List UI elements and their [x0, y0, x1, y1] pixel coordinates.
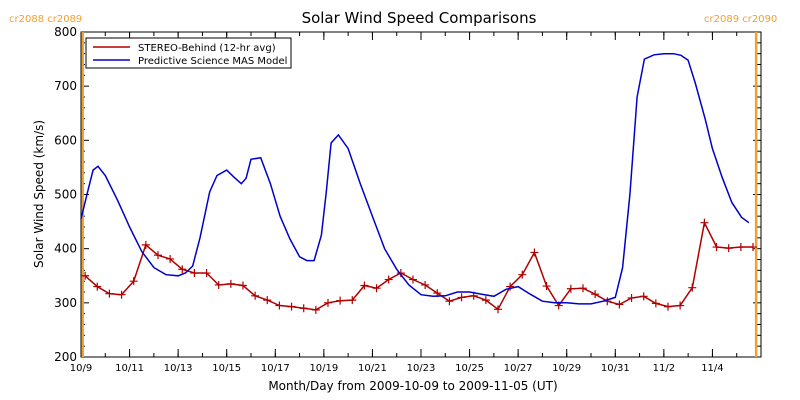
data-point	[384, 275, 393, 284]
data-point	[748, 243, 757, 252]
data-point	[105, 289, 114, 298]
data-point	[360, 281, 369, 290]
data-point	[506, 282, 515, 291]
series-line-0	[84, 220, 753, 311]
legend-label-model: Predictive Science MAS Model	[138, 56, 287, 67]
data-point	[372, 284, 381, 293]
data-point	[129, 277, 138, 286]
data-point	[238, 281, 247, 290]
x-axis-label: Month/Day from 2009-10-09 to 2009-11-05 …	[268, 379, 557, 393]
data-point	[700, 218, 709, 227]
data-point	[530, 248, 539, 257]
y-tick-label: 300	[54, 296, 77, 310]
y-tick-label: 800	[54, 25, 77, 39]
data-point	[421, 280, 430, 289]
data-point	[457, 293, 466, 302]
data-point	[688, 283, 697, 292]
data-point	[287, 302, 296, 311]
y-tick-label: 400	[54, 242, 77, 256]
data-point	[676, 301, 685, 310]
data-point	[627, 293, 636, 302]
data-point	[639, 292, 648, 301]
x-tick-label: 10/21	[358, 363, 387, 374]
x-tick-label: 10/25	[455, 363, 484, 374]
x-tick-label: 10/31	[601, 363, 630, 374]
carrington-label-end: cr2089 cr2090	[704, 14, 777, 25]
y-axis-label: Solar Wind Speed (km/s)	[32, 120, 46, 268]
y-tick-label: 500	[54, 188, 77, 202]
y-tick-label: 200	[54, 350, 77, 364]
carrington-label-start: cr2088 cr2089	[9, 14, 82, 25]
x-tick-label: 10/15	[212, 363, 241, 374]
series-layer	[80, 52, 757, 314]
x-tick-label: 11/2	[653, 363, 675, 374]
data-point	[190, 269, 199, 278]
data-point	[736, 243, 745, 252]
data-point	[166, 254, 175, 263]
data-point	[578, 284, 587, 293]
x-tick-label: 10/23	[407, 363, 436, 374]
data-point	[518, 270, 527, 279]
x-tick-label: 10/11	[115, 363, 144, 374]
chart-title: Solar Wind Speed Comparisons	[302, 9, 537, 27]
data-point	[542, 282, 551, 291]
data-point	[724, 244, 733, 253]
data-point	[226, 279, 235, 288]
y-tick-label: 600	[54, 133, 77, 147]
data-point	[663, 302, 672, 311]
data-point	[299, 304, 308, 313]
data-point	[251, 291, 260, 300]
x-tick-label: 10/9	[70, 363, 92, 374]
data-point	[141, 240, 150, 249]
data-point	[81, 271, 90, 280]
data-point	[591, 290, 600, 299]
data-point	[117, 290, 126, 299]
data-point	[348, 296, 357, 305]
data-point	[336, 296, 345, 305]
legend: STEREO-Behind (12-hr avg) Predictive Sci…	[85, 37, 292, 69]
data-point	[445, 297, 454, 306]
legend-box	[85, 37, 292, 69]
data-point	[323, 298, 332, 307]
plot-frame	[80, 31, 762, 358]
data-point	[481, 296, 490, 305]
data-point	[651, 299, 660, 308]
data-point	[275, 301, 284, 310]
data-point	[202, 269, 211, 278]
data-point	[178, 265, 187, 274]
data-point	[214, 280, 223, 289]
y-tick-label: 700	[54, 79, 77, 93]
axis-ticks: 200 300 400 500 600 700 800 10/9 10/11 10/13 10/15…	[54, 25, 762, 374]
data-point	[311, 305, 320, 314]
data-point	[263, 296, 272, 305]
legend-label-stereo: STEREO-Behind (12-hr avg)	[138, 43, 276, 54]
x-tick-label: 10/17	[261, 363, 290, 374]
x-tick-label: 11/4	[701, 363, 723, 374]
carrington-markers	[81, 32, 758, 357]
x-tick-label: 10/19	[309, 363, 338, 374]
x-tick-label: 10/13	[164, 363, 193, 374]
data-point	[615, 300, 624, 309]
data-point	[712, 243, 721, 252]
x-tick-label: 10/27	[504, 363, 533, 374]
data-point	[408, 275, 417, 284]
data-point	[153, 251, 162, 260]
data-point	[93, 282, 102, 291]
data-point	[566, 284, 575, 293]
x-tick-label: 10/29	[552, 363, 581, 374]
series-line-1	[80, 52, 750, 305]
data-point	[493, 305, 502, 314]
